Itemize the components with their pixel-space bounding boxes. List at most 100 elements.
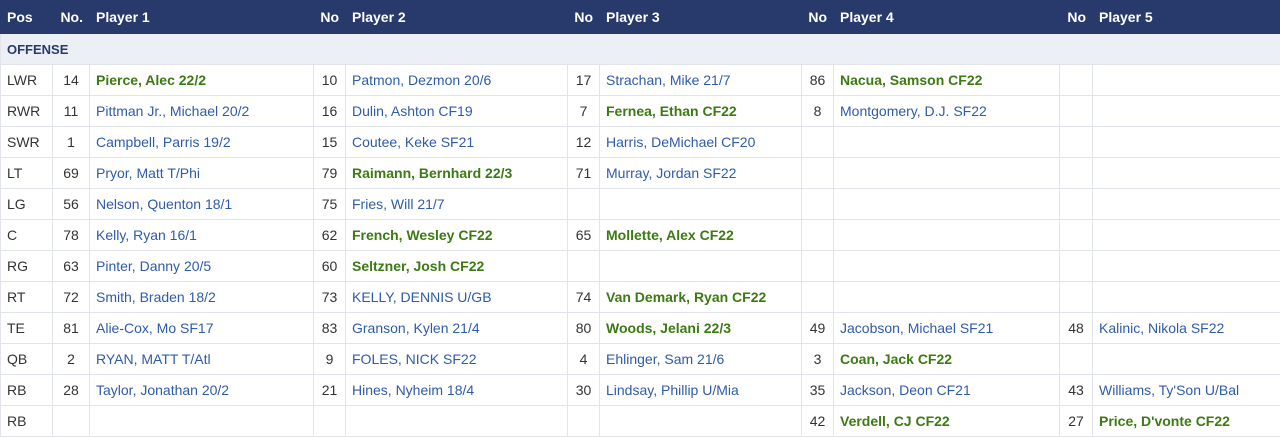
player-cell: FOLES, NICK SF22 xyxy=(345,343,568,375)
player-link[interactable]: Murray, Jordan SF22 xyxy=(606,165,737,181)
jersey-number xyxy=(801,281,834,313)
player-cell: Smith, Braden 18/2 xyxy=(89,281,314,313)
player-link[interactable]: French, Wesley CF22 xyxy=(352,227,493,243)
player-link[interactable]: Pinter, Danny 20/5 xyxy=(96,258,212,274)
player-link[interactable]: Taylor, Jonathan 20/2 xyxy=(96,382,230,398)
player-row: TE 81 Alie-Cox, Mo SF17 83 Granson, Kylen 21… xyxy=(0,312,1280,344)
player-link[interactable]: Montgomery, D.J. SF22 xyxy=(840,103,987,119)
number-text: 8 xyxy=(813,103,822,119)
jersey-number: 42 xyxy=(801,405,834,437)
number-text: 75 xyxy=(321,196,338,212)
player-link[interactable]: Coan, Jack CF22 xyxy=(840,351,953,367)
number-text: 63 xyxy=(63,258,79,274)
player-cell: Granson, Kylen 21/4 xyxy=(345,312,568,344)
column-header: Player 5 xyxy=(1092,0,1280,34)
player-link[interactable]: Mollette, Alex CF22 xyxy=(606,227,734,243)
player-cell xyxy=(345,405,568,437)
player-link[interactable]: Campbell, Parris 19/2 xyxy=(96,134,231,150)
player-link[interactable]: Pryor, Matt T/Phi xyxy=(96,165,200,181)
player-cell xyxy=(1092,219,1280,251)
player-cell: Pryor, Matt T/Phi xyxy=(89,157,314,189)
player-cell: Pinter, Danny 20/5 xyxy=(89,250,314,282)
position: LWR xyxy=(0,64,53,96)
player-row: LT 69 Pryor, Matt T/Phi 79 Raimann, Bernhard… xyxy=(0,157,1280,189)
player-link[interactable]: Pittman Jr., Michael 20/2 xyxy=(96,103,250,119)
player-link[interactable]: Williams, Ty'Son U/Bal xyxy=(1099,382,1240,398)
player-cell: Williams, Ty'Son U/Bal xyxy=(1092,374,1280,406)
position: SWR xyxy=(0,126,53,158)
position: RG xyxy=(0,250,53,282)
column-header: Player 1 xyxy=(89,0,314,34)
jersey-number: 16 xyxy=(313,95,346,127)
jersey-number: 10 xyxy=(313,64,346,96)
player-link[interactable]: Lindsay, Phillip U/Mia xyxy=(606,382,739,398)
player-cell xyxy=(599,250,802,282)
player-link[interactable]: RYAN, MATT T/Atl xyxy=(96,351,211,367)
player-link[interactable]: Verdell, CJ CF22 xyxy=(840,413,950,429)
position: LT xyxy=(0,157,53,189)
player-link[interactable]: Woods, Jelani 22/3 xyxy=(606,320,732,336)
number-text: 27 xyxy=(1068,413,1084,429)
player-link[interactable]: FOLES, NICK SF22 xyxy=(352,351,477,367)
player-link[interactable]: Harris, DeMichael CF20 xyxy=(606,134,756,150)
player-link[interactable]: Strachan, Mike 21/7 xyxy=(606,72,731,88)
player-link[interactable]: Kelly, Ryan 16/1 xyxy=(96,227,197,243)
jersey-number xyxy=(1059,188,1093,220)
player-link[interactable]: Hines, Nyheim 18/4 xyxy=(352,382,475,398)
number-text: 78 xyxy=(63,227,79,243)
jersey-number: 65 xyxy=(567,219,600,251)
player-link[interactable]: KELLY, DENNIS U/GB xyxy=(352,289,492,305)
player-link[interactable]: Smith, Braden 18/2 xyxy=(96,289,216,305)
player-row: RB 28 Taylor, Jonathan 20/2 21 Hines, Nyheim… xyxy=(0,374,1280,406)
player-cell: Nelson, Quenton 18/1 xyxy=(89,188,314,220)
player-cell: Kalinic, Nikola SF22 xyxy=(1092,312,1280,344)
player-cell xyxy=(833,157,1060,189)
player-link[interactable]: Seltzner, Josh CF22 xyxy=(352,258,485,274)
jersey-number: 35 xyxy=(801,374,834,406)
player-link[interactable]: Nelson, Quenton 18/1 xyxy=(96,196,233,212)
column-header: Pos xyxy=(0,0,53,34)
player-link[interactable]: Fernea, Ethan CF22 xyxy=(606,103,737,119)
player-cell xyxy=(833,188,1060,220)
number-text: 21 xyxy=(321,382,338,398)
jersey-number xyxy=(52,405,90,437)
player-link[interactable]: Kalinic, Nikola SF22 xyxy=(1099,320,1225,336)
number-text: 69 xyxy=(63,165,79,181)
player-link[interactable]: Jacobson, Michael SF21 xyxy=(840,320,994,336)
jersey-number xyxy=(1059,64,1093,96)
jersey-number: 48 xyxy=(1059,312,1093,344)
player-cell: Fries, Will 21/7 xyxy=(345,188,568,220)
jersey-number: 79 xyxy=(313,157,346,189)
player-cell: Patmon, Dezmon 20/6 xyxy=(345,64,568,96)
player-link[interactable]: Van Demark, Ryan CF22 xyxy=(606,289,767,305)
number-text: 28 xyxy=(63,382,79,398)
player-row: C 78 Kelly, Ryan 16/1 62 French, Wesley CF22… xyxy=(0,219,1280,251)
player-link[interactable]: Raimann, Bernhard 22/3 xyxy=(352,165,513,181)
number-text: 48 xyxy=(1068,320,1084,336)
player-cell: Jacobson, Michael SF21 xyxy=(833,312,1060,344)
column-header: No xyxy=(567,0,600,34)
player-link[interactable]: Alie-Cox, Mo SF17 xyxy=(96,320,214,336)
jersey-number xyxy=(801,157,834,189)
jersey-number: 30 xyxy=(567,374,600,406)
jersey-number xyxy=(1059,343,1093,375)
player-link[interactable]: Fries, Will 21/7 xyxy=(352,196,445,212)
player-cell: Coan, Jack CF22 xyxy=(833,343,1060,375)
jersey-number: 15 xyxy=(313,126,346,158)
number-text: 10 xyxy=(321,72,338,88)
player-link[interactable]: Granson, Kylen 21/4 xyxy=(352,320,480,336)
player-link[interactable]: Jackson, Deon CF21 xyxy=(840,382,971,398)
jersey-number: 71 xyxy=(567,157,600,189)
player-link[interactable]: Dulin, Ashton CF19 xyxy=(352,103,473,119)
player-link[interactable]: Patmon, Dezmon 20/6 xyxy=(352,72,492,88)
player-cell xyxy=(1092,343,1280,375)
player-link[interactable]: Pierce, Alec 22/2 xyxy=(96,72,207,88)
player-link[interactable]: Nacua, Samson CF22 xyxy=(840,72,983,88)
player-cell xyxy=(1092,64,1280,96)
header-row: Pos No. Player 1 No Player 2 No Player 3 No Play… xyxy=(0,0,1280,34)
player-cell: Pittman Jr., Michael 20/2 xyxy=(89,95,314,127)
player-link[interactable]: Ehlinger, Sam 21/6 xyxy=(606,351,725,367)
player-link[interactable]: Coutee, Keke SF21 xyxy=(352,134,475,150)
number-text: 43 xyxy=(1068,382,1084,398)
player-link[interactable]: Price, D'vonte CF22 xyxy=(1099,413,1230,429)
